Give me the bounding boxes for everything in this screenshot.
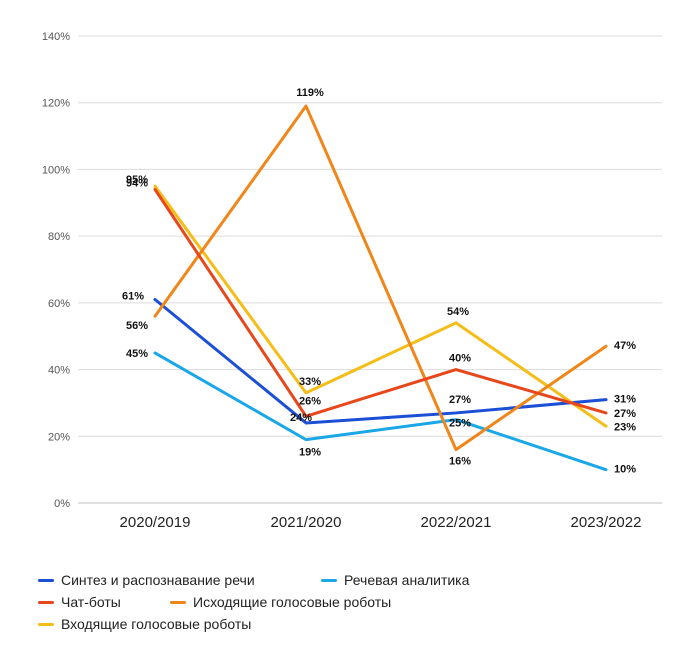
- y-axis-ticks: 0% 20% 40% 60% 80% 100% 120% 140%: [42, 31, 70, 510]
- data-label: 95%: [126, 174, 148, 186]
- data-label: 31%: [614, 394, 636, 406]
- y-tick-label: 20%: [48, 431, 70, 443]
- data-label: 119%: [296, 87, 324, 99]
- line-chart: 0% 20% 40% 60% 80% 100% 120% 140% 2020/2019 2021…: [42, 31, 662, 531]
- legend-swatch: [38, 622, 54, 626]
- legend-item-outbound-robots: Исходящие голосовые роботы: [170, 594, 391, 610]
- legend-item-chatbots: Чат-боты: [38, 594, 121, 610]
- series-line: [153, 187, 608, 418]
- data-label: 16%: [449, 456, 471, 468]
- y-tick-label: 40%: [48, 365, 70, 377]
- legend-item-speech-synthesis: Синтез и распознавание речи: [38, 572, 255, 588]
- y-tick-label: 80%: [48, 231, 70, 243]
- grid-lines: [78, 35, 662, 504]
- y-tick-label: 60%: [48, 298, 70, 310]
- series-lines: [153, 104, 608, 472]
- legend-label: Синтез и распознавание речи: [61, 572, 255, 588]
- legend-swatch: [38, 600, 54, 604]
- x-category-label: 2021/2020: [271, 514, 342, 531]
- data-label: 25%: [449, 418, 471, 430]
- x-category-label: 2022/2021: [421, 514, 492, 531]
- legend-item-speech-analytics: Речевая аналитика: [321, 572, 469, 588]
- x-category-label: 2020/2019: [120, 514, 191, 531]
- legend-label: Чат-боты: [61, 594, 121, 610]
- data-label: 33%: [299, 376, 321, 388]
- data-label: 27%: [449, 394, 471, 406]
- x-axis-categories: 2020/2019 2021/2020 2022/2021 2023/2022: [120, 514, 642, 531]
- series-line: [153, 104, 608, 452]
- data-label: 61%: [122, 291, 144, 303]
- legend-swatch: [170, 600, 186, 604]
- data-label: 94%: [126, 177, 148, 189]
- data-label: 26%: [299, 395, 321, 407]
- legend-item-inbound-robots: Входящие голосовые роботы: [38, 616, 251, 632]
- data-label: 54%: [447, 306, 469, 318]
- data-label: 47%: [614, 340, 636, 352]
- data-label: 19%: [299, 447, 321, 459]
- y-tick-label: 0%: [54, 498, 70, 510]
- data-label: 27%: [614, 408, 636, 420]
- legend-swatch: [321, 578, 337, 582]
- y-tick-label: 100%: [42, 164, 70, 176]
- series-line: [153, 184, 608, 428]
- legend-swatch: [38, 578, 54, 582]
- y-tick-label: 120%: [42, 98, 70, 110]
- data-label: 10%: [614, 464, 636, 476]
- series-line: [153, 298, 608, 425]
- data-label: 40%: [449, 353, 471, 365]
- data-label: 56%: [126, 320, 148, 332]
- series-line: [153, 351, 608, 472]
- data-label: 24%: [290, 412, 312, 424]
- data-labels: 61% 24% 27% 31% 45% 19% 25% 10% 94% 26% 40% 27% 56% 1…: [122, 87, 636, 476]
- legend-label: Входящие голосовые роботы: [61, 616, 252, 632]
- legend-label: Речевая аналитика: [344, 572, 470, 588]
- legend-label: Исходящие голосовые роботы: [193, 594, 392, 610]
- x-category-label: 2023/2022: [571, 514, 642, 531]
- y-tick-label: 140%: [42, 31, 70, 43]
- data-label: 23%: [614, 421, 636, 433]
- data-label: 45%: [126, 348, 148, 360]
